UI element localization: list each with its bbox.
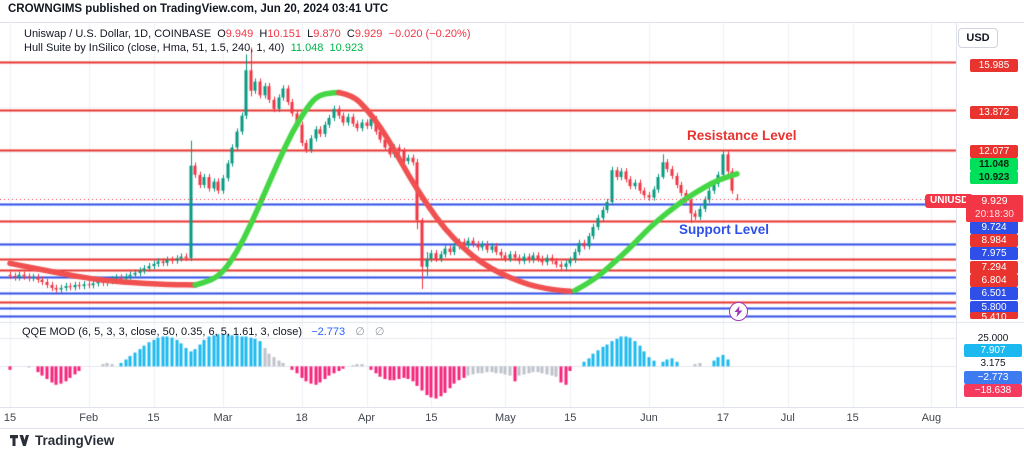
time-tick-label: Aug — [921, 412, 942, 424]
time-tick-label: Apr — [357, 412, 376, 424]
time-tick-label: 18 — [295, 412, 308, 424]
hull-legend: Hull Suite by InSilico (close, Hma, 51, … — [24, 42, 363, 54]
price-scale-label: 11.048 — [970, 157, 1018, 171]
qqe-value: −2.773 — [311, 326, 346, 338]
low-label: L — [307, 28, 314, 40]
time-tick-label: 17 — [716, 412, 730, 424]
price-scale-label: 9.724 — [970, 220, 1018, 234]
qqe-scale-label: −18.638 — [964, 383, 1022, 397]
time-tick-label: Feb — [79, 412, 99, 424]
time-tick-label: May — [495, 412, 516, 424]
qqe-legend: QQE MOD (6, 5, 3, 3, close, 50, 0.35, 6,… — [22, 325, 384, 338]
current-price-label: 9.929 20:18:30 — [966, 195, 1023, 222]
price-scale-label: 5.410 — [970, 311, 1018, 319]
hull-title: Hull Suite by InSilico (close, Hma, 51, … — [24, 42, 285, 54]
qqe-scale-label: −2.773 — [964, 370, 1022, 384]
time-tick-label: 15 — [147, 412, 160, 424]
close-value: 9.929 — [354, 28, 383, 40]
time-tick-label: 15 — [846, 412, 859, 424]
currency-toggle-button[interactable]: USD — [958, 28, 998, 48]
tradingview-footer[interactable]: TradingView — [10, 433, 114, 448]
price-scale-label: 5.800 — [970, 300, 1018, 314]
price-scale-label: 6.501 — [970, 286, 1018, 300]
time-tick-label: 15 — [3, 412, 17, 424]
low-value: 9.870 — [313, 28, 341, 40]
price-scale-label: 15.985 — [970, 58, 1018, 72]
hull-value-2: 10.923 — [329, 42, 364, 54]
open-value: 9.949 — [225, 28, 254, 40]
qqe-scale-label: 7.907 — [964, 343, 1022, 357]
close-label: C — [346, 28, 355, 40]
tradingview-brand-text: TradingView — [35, 433, 115, 448]
qqe-scale-label: 3.175 — [980, 357, 1006, 369]
change-value: −0.020 (−0.20%) — [388, 28, 471, 40]
chart-top-border — [0, 22, 1024, 23]
time-tick-label: 15 — [425, 412, 438, 424]
tradingview-logo-icon — [10, 434, 29, 446]
resistance-annotation: Resistance Level — [687, 128, 797, 143]
lightning-marker[interactable] — [729, 302, 748, 321]
chart-bottom-border — [0, 428, 1024, 429]
time-tick-label: 15 — [564, 412, 577, 424]
time-tick-label: Mar — [213, 412, 233, 424]
symbol-price-line-tag: UNIUSD — [925, 194, 974, 208]
lightning-icon — [734, 306, 743, 317]
price-scale-label: 8.984 — [970, 233, 1018, 247]
time-axis-separator — [0, 407, 1024, 408]
current-price-value: 9.929 — [981, 195, 1008, 207]
open-label: O — [217, 28, 226, 40]
price-scale-label: 6.804 — [970, 273, 1018, 287]
high-value: 10.151 — [267, 28, 302, 40]
symbol-legend: Uniswap / U.S. Dollar, 1D, COINBASE O9.9… — [24, 28, 470, 40]
support-annotation: Support Level — [679, 222, 770, 237]
time-tick-label: Jun — [640, 412, 658, 424]
symbol-title: Uniswap / U.S. Dollar, 1D, COINBASE — [24, 28, 212, 40]
price-scale-label: 10.923 — [970, 170, 1018, 184]
price-scale-label: 13.872 — [970, 105, 1018, 119]
price-scale-label: 12.077 — [970, 144, 1018, 158]
price-scale-label: 7.294 — [970, 260, 1018, 274]
time-tick-label: Jul — [780, 412, 795, 424]
high-label: H — [259, 28, 268, 40]
price-scale-label: 7.975 — [970, 246, 1018, 260]
qqe-settings-icon[interactable]: ∅ — [374, 326, 385, 338]
qqe-scale-label: 25.000 — [977, 332, 1009, 344]
qqe-title: QQE MOD (6, 5, 3, 3, close, 50, 0.35, 6,… — [22, 326, 303, 338]
qqe-hide-icon[interactable]: ∅ — [355, 326, 365, 338]
hull-value-1: 11.048 — [290, 42, 324, 54]
publish-header: CROWNGIMS published on TradingView.com, … — [8, 3, 389, 15]
bar-countdown: 20:18:30 — [975, 209, 1014, 220]
price-scale-separator — [956, 22, 957, 407]
